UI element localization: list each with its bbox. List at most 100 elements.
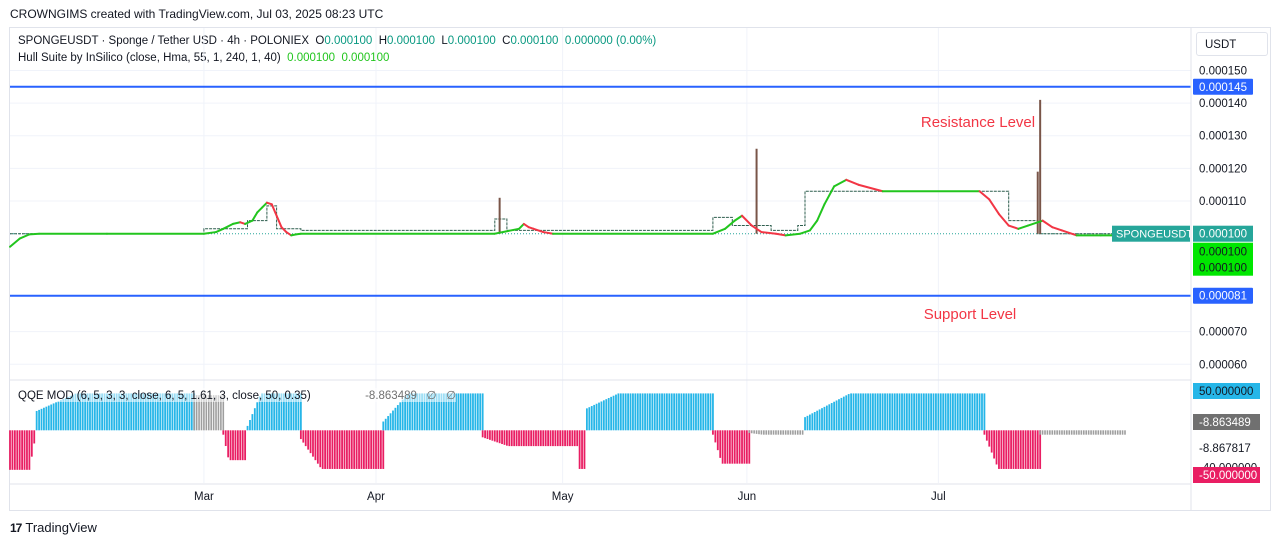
qqe-bar bbox=[47, 405, 50, 431]
qqe-bar bbox=[11, 430, 14, 470]
axes-layer: 0.000150 0.000140 0.000130 0.000120 0.000110… bbox=[10, 28, 1260, 510]
qqe-bar bbox=[784, 430, 787, 435]
chart-credit: CROWNGIMS created with TradingView.com, … bbox=[10, 7, 384, 21]
qqe-bar bbox=[290, 393, 293, 431]
qqe-bar bbox=[632, 393, 634, 431]
qqe-bar bbox=[952, 393, 954, 431]
time-tick-label: Apr bbox=[367, 491, 385, 503]
qqe-bar bbox=[622, 393, 625, 431]
qqe-bar bbox=[576, 430, 579, 447]
qqe-bar bbox=[1107, 430, 1109, 435]
qqe-bar bbox=[590, 406, 593, 431]
qqe-bar bbox=[418, 393, 421, 431]
hull-segment bbox=[1027, 221, 1039, 227]
qqe-upper-tag bbox=[1193, 383, 1260, 399]
qqe-bar bbox=[510, 430, 513, 447]
qqe-bar bbox=[1073, 430, 1075, 435]
qqe-bar bbox=[634, 393, 637, 431]
qqe-bar bbox=[266, 393, 268, 431]
qqe-bar bbox=[375, 430, 377, 469]
qqe-bar bbox=[794, 430, 797, 435]
hull-segment bbox=[18, 233, 31, 240]
hull-segment bbox=[857, 183, 884, 193]
qqe-bar bbox=[1049, 430, 1051, 435]
qqe-bar bbox=[835, 400, 838, 431]
price-tick-label: 0.000060 bbox=[1199, 359, 1247, 371]
qqe-bar bbox=[833, 401, 836, 431]
qqe-bar bbox=[665, 393, 668, 431]
level-annotation: Resistance Level bbox=[921, 114, 1035, 131]
last-price-tag-text: 0.000100 bbox=[1199, 229, 1247, 241]
hull-legend[interactable]: Hull Suite by InSilico (close, Hma, 55, … bbox=[18, 52, 389, 64]
qqe-bar bbox=[1007, 430, 1010, 469]
qqe-bar bbox=[985, 430, 988, 441]
hull-segment bbox=[1007, 224, 1020, 230]
qqe-bar bbox=[1099, 430, 1102, 435]
hull-value-1: 0.000100 bbox=[287, 52, 336, 64]
qqe-bar bbox=[392, 410, 394, 431]
qqe-bar bbox=[358, 430, 360, 469]
currency-selector[interactable]: USDT bbox=[1196, 32, 1268, 56]
qqe-bar bbox=[297, 393, 300, 431]
hull-segment bbox=[202, 231, 218, 235]
qqe-bar bbox=[159, 393, 162, 431]
qqe-bar bbox=[668, 393, 671, 431]
qqe-bar bbox=[884, 393, 886, 431]
hull-segment bbox=[774, 232, 787, 237]
qqe-bar bbox=[675, 393, 678, 431]
qqe-bar bbox=[139, 393, 142, 431]
qqe-bar bbox=[135, 393, 137, 431]
qqe-bar bbox=[690, 393, 693, 431]
qqe-value-1: -8.863489 bbox=[365, 390, 417, 402]
qqe-bar bbox=[331, 430, 334, 469]
qqe-bar bbox=[719, 430, 722, 458]
qqe-bar bbox=[685, 393, 688, 431]
qqe-bar bbox=[312, 430, 314, 457]
qqe-bar bbox=[862, 393, 865, 431]
qqe-bar bbox=[416, 393, 419, 431]
qqe-bar bbox=[1039, 430, 1041, 435]
qqe-bar bbox=[156, 393, 159, 431]
qqe-bar bbox=[486, 430, 489, 440]
price-tick-label: 0.000140 bbox=[1199, 98, 1247, 110]
qqe-bar bbox=[1068, 430, 1071, 435]
qqe-bar bbox=[859, 393, 862, 431]
hull-segment bbox=[28, 232, 41, 236]
qqe-bar bbox=[496, 430, 499, 443]
qqe-bar bbox=[384, 418, 387, 431]
qqe-bar bbox=[113, 393, 116, 431]
qqe-bar bbox=[918, 393, 920, 431]
qqe-legend[interactable]: QQE MOD (6, 5, 3, 3, close, 6, 5, 1.61, … bbox=[18, 388, 457, 402]
qqe-bar bbox=[617, 393, 620, 431]
qqe-bar bbox=[615, 394, 617, 431]
qqe-bar bbox=[661, 393, 663, 431]
qqe-bar bbox=[295, 393, 297, 431]
qqe-bar bbox=[314, 430, 317, 461]
qqe-bar bbox=[927, 393, 930, 431]
qqe-bar bbox=[13, 430, 16, 470]
qqe-bar bbox=[716, 430, 719, 451]
qqe-bar bbox=[571, 430, 574, 447]
hull-segment bbox=[978, 190, 991, 201]
footer-brand[interactable]: 17 TradingView bbox=[10, 520, 97, 535]
qqe-bar bbox=[653, 393, 656, 431]
qqe-bar bbox=[450, 393, 453, 431]
qqe-bar bbox=[619, 393, 622, 431]
qqe-bar bbox=[343, 430, 346, 469]
qqe-bar bbox=[251, 414, 254, 431]
qqe-bar bbox=[278, 393, 280, 431]
qqe-bar bbox=[207, 395, 210, 431]
qqe-bar bbox=[481, 430, 484, 438]
level-price-tag-text: 0.000081 bbox=[1199, 291, 1247, 303]
qqe-bar bbox=[729, 430, 731, 464]
qqe-bar bbox=[147, 393, 150, 431]
qqe-bar bbox=[338, 430, 341, 469]
high-label: H bbox=[378, 35, 388, 47]
qqe-bar bbox=[585, 408, 588, 431]
qqe-bar bbox=[186, 393, 188, 431]
qqe-bar bbox=[813, 412, 816, 431]
qqe-bar bbox=[549, 430, 552, 447]
symbol-legend[interactable]: SPONGEUSDT · Sponge / Tether USD · 4h · … bbox=[18, 35, 656, 47]
hull-segment bbox=[222, 222, 234, 230]
qqe-bar bbox=[554, 430, 557, 447]
